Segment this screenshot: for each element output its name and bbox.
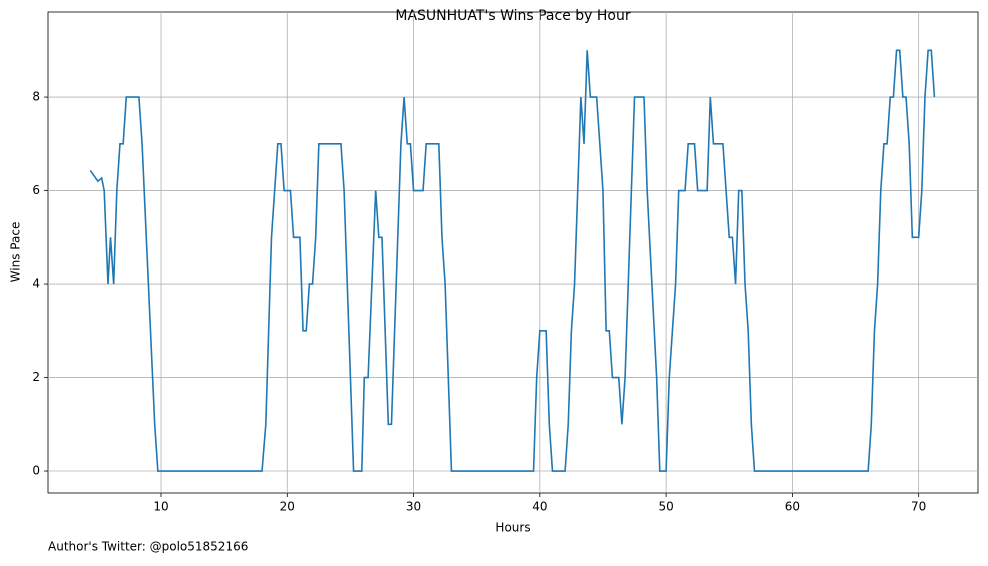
- x-tick-label: 60: [785, 500, 800, 514]
- y-tick-label: 8: [32, 90, 40, 104]
- line: [89, 49, 936, 472]
- y-tick-label: 2: [32, 370, 40, 384]
- x-tick-label: 10: [153, 500, 168, 514]
- x-tick-label: 70: [911, 500, 926, 514]
- plot-frame: [47, 11, 979, 494]
- chart-title: MASUNHUAT's Wins Pace by Hour: [395, 8, 630, 24]
- x-tick-label: 30: [406, 500, 421, 514]
- y-tick-label: 4: [32, 277, 40, 291]
- footer: Author's Twitter: @polo51852166: [48, 540, 248, 554]
- x-tick-label: 20: [280, 500, 295, 514]
- x-axis-label: Hours: [495, 521, 530, 535]
- x-tick-label: 50: [658, 500, 673, 514]
- y-tick-label: 0: [32, 464, 40, 478]
- y-axis-label: Wins Pace: [9, 222, 23, 283]
- x-tick-label: 40: [532, 500, 547, 514]
- y-tick-label: 6: [32, 183, 40, 197]
